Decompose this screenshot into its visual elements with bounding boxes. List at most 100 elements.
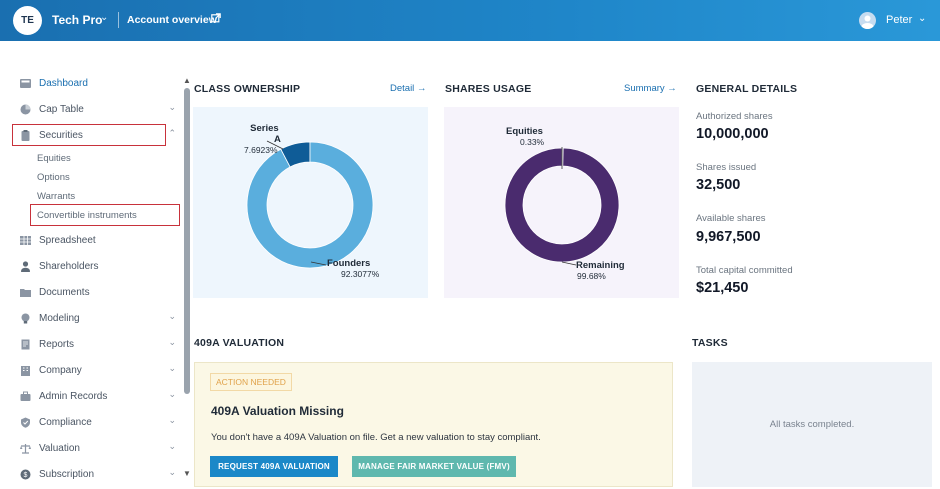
sidebar-item-label: Admin Records (39, 390, 108, 402)
scroll-down-arrow-icon[interactable]: ▼ (183, 469, 191, 478)
sidebar-item-dashboard[interactable]: Dashboard (20, 75, 180, 91)
convertible-highlight-box (30, 204, 180, 226)
class-ownership-donut (246, 140, 374, 269)
sidebar-item-valuation[interactable]: Valuation ⌄ (20, 440, 180, 456)
company-avatar[interactable]: TE (13, 6, 42, 35)
sidebar-item-label: Company (39, 364, 82, 376)
clipboard-icon (21, 129, 30, 141)
dollar-icon: $ (20, 469, 31, 479)
shares-usage-panel: Equities 0.33% Remaining 99.68% (444, 107, 679, 298)
series-a-leader-line (266, 140, 284, 150)
valuation-heading: 409A Valuation Missing (211, 404, 344, 418)
chevron-down-icon[interactable]: ⌄ (168, 389, 176, 399)
sidebar-item-shareholders[interactable]: Shareholders (20, 258, 180, 274)
sidebar-item-admin-records[interactable]: Admin Records ⌄ (20, 388, 180, 404)
tasks-panel (692, 362, 932, 487)
chevron-down-icon[interactable]: ⌄ (168, 337, 176, 347)
sidebar-item-documents[interactable]: Documents (20, 284, 180, 300)
pie-chart-icon (20, 104, 31, 114)
scroll-up-arrow-icon[interactable]: ▲ (183, 76, 191, 85)
sidebar-item-label: Compliance (39, 416, 92, 428)
chevron-down-icon[interactable]: ⌄ (168, 467, 176, 477)
remaining-label: Remaining (576, 260, 625, 271)
sidebar-item-label: Spreadsheet (39, 234, 96, 246)
series-a-pct: 7.6923% (244, 145, 278, 155)
equities-label: Equities (506, 126, 543, 137)
remaining-pct: 99.68% (577, 271, 606, 281)
sidebar-item-reports[interactable]: Reports ⌄ (20, 336, 180, 352)
chevron-down-icon[interactable]: ⌄ (168, 102, 176, 112)
class-ownership-panel: Series A 7.6923% Founders 92.3077% (193, 107, 428, 298)
available-shares-value: 9,967,500 (696, 229, 761, 245)
sidebar-scrollbar[interactable] (184, 88, 190, 394)
class-ownership-title: CLASS OWNERSHIP (194, 83, 301, 95)
detail-link-label: Detail (390, 83, 415, 94)
chevron-down-icon[interactable]: ⌄ (168, 363, 176, 373)
header-divider (118, 12, 119, 28)
chevron-down-icon[interactable]: ⌄ (918, 13, 927, 24)
sidebar-item-modeling[interactable]: Modeling ⌄ (20, 310, 180, 326)
chevron-down-icon[interactable]: ⌄ (168, 441, 176, 451)
chevron-up-icon[interactable]: ⌃ (168, 128, 176, 138)
authorized-shares-label: Authorized shares (696, 111, 773, 122)
equities-pct: 0.33% (520, 137, 545, 147)
building-icon (21, 365, 30, 376)
external-link-icon[interactable] (211, 13, 221, 23)
chevron-down-icon[interactable]: ⌄ (168, 415, 176, 425)
sidebar-item-label: Cap Table (39, 103, 84, 115)
donut-slice-remaining[interactable] (504, 147, 620, 263)
lightbulb-icon (21, 313, 30, 323)
arrow-right-icon: → (667, 83, 677, 94)
arrow-right-icon: → (416, 83, 427, 94)
chevron-down-icon[interactable]: ⌄ (168, 311, 176, 321)
sidebar-subitem-equities[interactable]: Equities (37, 153, 71, 164)
sidebar-item-label: Modeling (39, 312, 80, 324)
shares-issued-label: Shares issued (696, 162, 757, 173)
grid-icon (20, 235, 31, 245)
valuation-description: You don't have a 409A Valuation on file.… (211, 432, 541, 443)
user-icon (861, 15, 874, 29)
sidebar-item-compliance[interactable]: Compliance ⌄ (20, 414, 180, 430)
authorized-shares-value: 10,000,000 (696, 126, 769, 142)
sidebar-item-label: Reports (39, 338, 75, 350)
sidebar-item-securities[interactable]: Securities ⌃ (20, 127, 180, 143)
remaining-leader-line (561, 261, 577, 266)
sidebar-item-cap-table[interactable]: Cap Table ⌄ (20, 101, 180, 117)
user-avatar[interactable] (859, 12, 876, 29)
sidebar-subitem-options[interactable]: Options (37, 172, 70, 183)
detail-link[interactable]: Detail → (390, 83, 426, 94)
tasks-title: TASKS (692, 337, 728, 349)
sidebar-item-label: Securities (39, 129, 83, 141)
tasks-empty-message: All tasks completed. (769, 419, 855, 430)
founders-label: Founders (327, 258, 371, 269)
sidebar-item-spreadsheet[interactable]: Spreadsheet (20, 232, 180, 248)
sidebar-subitem-convertible-instruments[interactable]: Convertible instruments (37, 210, 137, 221)
shares-usage-title: SHARES USAGE (445, 83, 532, 95)
donut-slice-founders[interactable] (246, 141, 374, 269)
founders-pct: 92.3077% (341, 269, 380, 279)
company-name[interactable]: Tech Pro (52, 13, 103, 27)
request-409a-button[interactable]: REQUEST 409A VALUATION (210, 456, 338, 477)
svg-text:$: $ (24, 472, 28, 479)
securities-highlight-box (12, 124, 166, 146)
chevron-down-icon[interactable]: ⌄ (100, 12, 109, 23)
sidebar-item-label: Valuation (39, 442, 80, 454)
sidebar-subitem-warrants[interactable]: Warrants (37, 191, 76, 202)
valuation-title: 409A VALUATION (194, 337, 285, 349)
summary-link[interactable]: Summary → (624, 83, 677, 94)
scale-icon (20, 443, 31, 454)
sidebar-item-company[interactable]: Company ⌄ (20, 362, 180, 378)
person-icon (21, 260, 30, 272)
shares-issued-value: 32,500 (696, 177, 741, 193)
shares-usage-donut (504, 147, 620, 266)
sidebar-item-label: Subscription (39, 468, 95, 480)
sidebar-item-subscription[interactable]: $ Subscription ⌄ (20, 466, 180, 482)
user-name[interactable]: Peter (886, 14, 913, 26)
general-details-title: GENERAL DETAILS (696, 83, 798, 95)
top-bar: TE Tech Pro ⌄ Account overview Peter ⌄ (0, 0, 940, 41)
folder-icon (20, 288, 31, 297)
sidebar-item-label: Documents (39, 286, 90, 298)
summary-link-label: Summary (624, 83, 665, 94)
manage-fmv-button[interactable]: MANAGE FAIR MARKET VALUE (FMV) (352, 456, 516, 477)
account-overview-link[interactable]: Account overview (127, 14, 217, 26)
